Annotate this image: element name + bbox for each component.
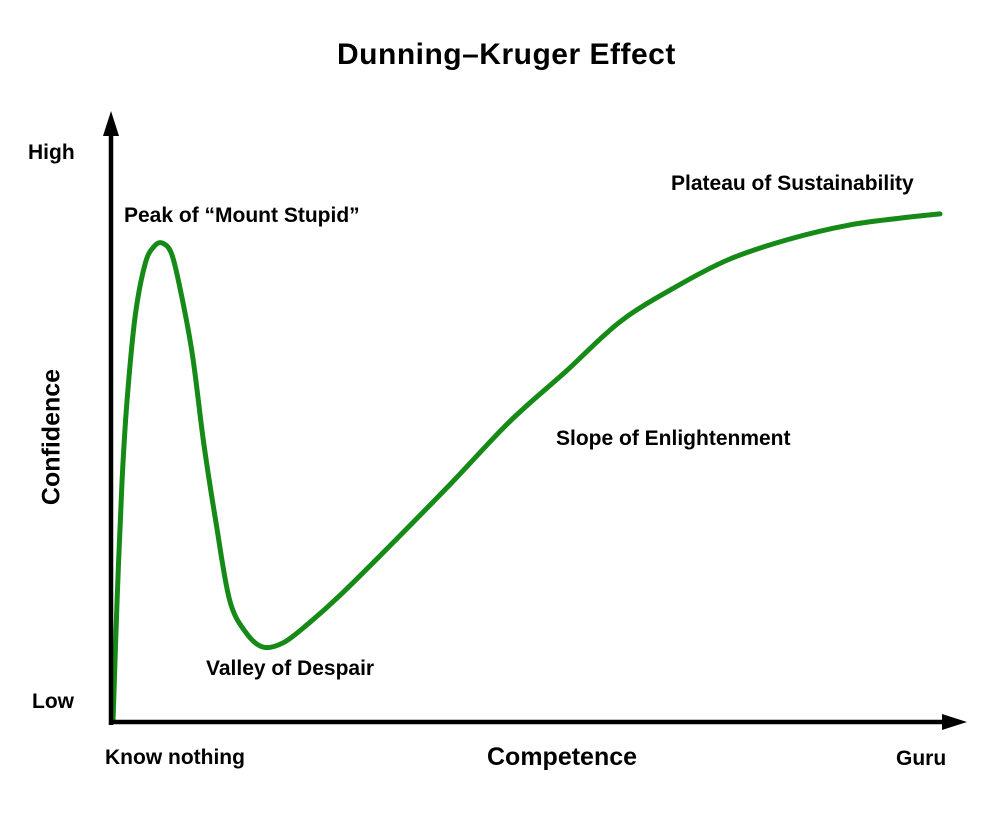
y-tick-low: Low: [32, 690, 74, 713]
y-tick-high: High: [28, 141, 75, 164]
dk-curve: [110, 211, 943, 725]
annotation-peak: Peak of “Mount Stupid”: [124, 204, 360, 227]
x-tick-know-nothing: Know nothing: [105, 746, 245, 769]
annotation-valley: Valley of Despair: [206, 657, 375, 680]
y-axis-arrowhead-icon: [103, 111, 119, 136]
chart-title: Dunning–Kruger Effect: [337, 38, 676, 71]
x-tick-guru: Guru: [896, 747, 947, 770]
annotation-slope: Slope of Enlightenment: [556, 427, 791, 450]
x-axis-label: Competence: [487, 743, 638, 771]
annotation-plateau: Plateau of Sustainability: [671, 172, 914, 195]
x-axis-arrowhead-icon: [942, 714, 967, 730]
y-axis-label: Confidence: [37, 368, 66, 506]
